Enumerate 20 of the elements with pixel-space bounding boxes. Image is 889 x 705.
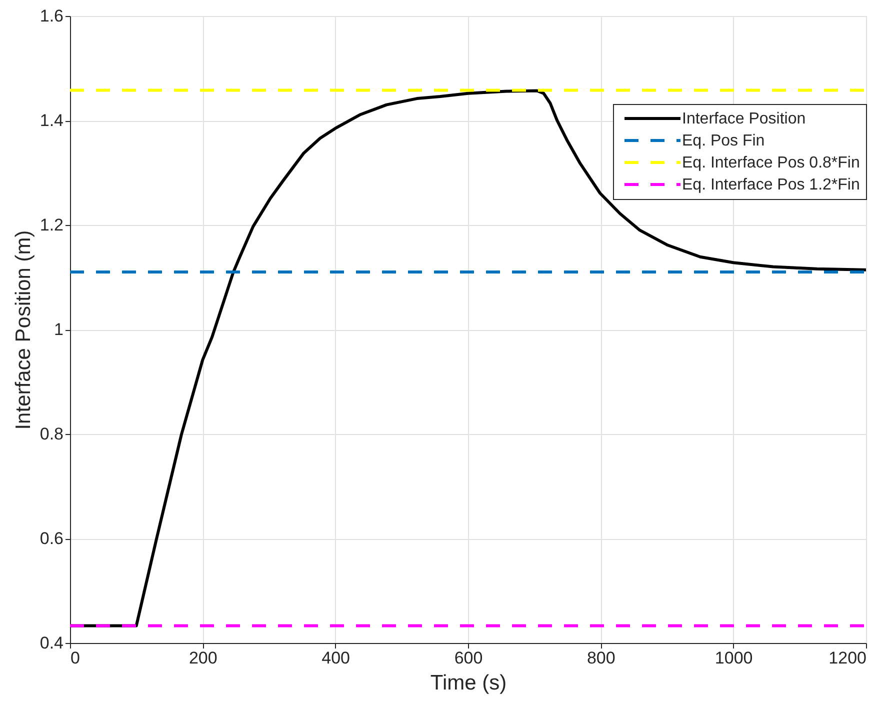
x-tick-label: 600 bbox=[454, 648, 483, 668]
y-tick-label: 0.8 bbox=[40, 424, 64, 444]
x-tick-label: 200 bbox=[188, 648, 218, 668]
y-tick-label: 1.4 bbox=[40, 111, 64, 130]
x-tick-label: 0 bbox=[70, 648, 80, 668]
y-tick-label: 1.2 bbox=[40, 216, 64, 234]
x-tick-label: 800 bbox=[586, 648, 616, 668]
y-tick-label: 1.6 bbox=[40, 6, 64, 26]
y-tick-label: 0.6 bbox=[40, 529, 64, 548]
x-tick-label: 400 bbox=[322, 648, 350, 668]
legend-label: Eq. Interface Pos 1.2*Fin bbox=[682, 176, 860, 194]
y-tick-label: 0.4 bbox=[40, 634, 64, 652]
x-tick-label: 1200 bbox=[828, 648, 866, 668]
y-axis-title: Interface Position (m) bbox=[12, 230, 35, 430]
legend-label: Interface Position bbox=[682, 110, 806, 128]
x-tick-label: 1000 bbox=[714, 648, 753, 668]
legend-label: Eq. Pos Fin bbox=[682, 132, 765, 150]
x-axis-title: Time (s) bbox=[430, 672, 507, 694]
legend-label: Eq. Interface Pos 0.8*Fin bbox=[682, 154, 860, 172]
y-tick-label: 1 bbox=[54, 320, 64, 339]
